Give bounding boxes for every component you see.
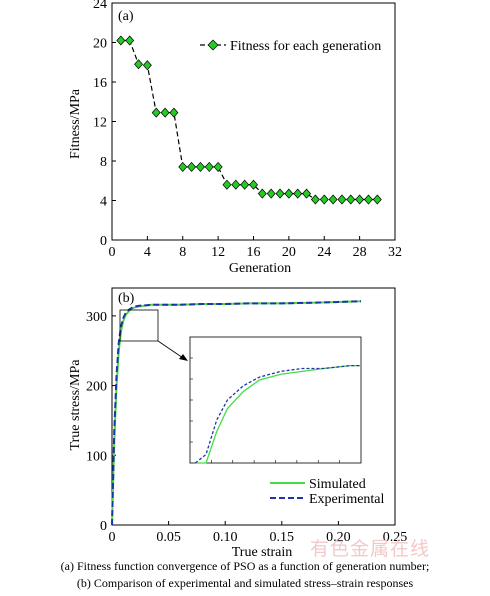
chart-a-point [257,188,267,199]
chart-b-x-tick-label: 0 [109,530,116,545]
chart-a-x-tick-label: 20 [282,245,296,260]
chart-a-x-tick-label: 0 [109,245,116,260]
chart-a-y-tick-label: 20 [93,37,107,52]
chart-b-x-tick-label: 0.20 [326,530,351,545]
chart-a-point [195,161,205,172]
chart-b-inset-line-experimental [194,364,361,464]
chart-a-series [116,35,382,205]
caption-line-1: (a) Fitness function convergence of PSO … [60,559,430,573]
chart-a-point [160,107,170,118]
chart-a-point [319,194,329,205]
chart-a-point [355,194,365,205]
chart-b-inset-series [194,364,361,464]
chart-a-point [337,194,347,205]
chart-a-y-tick-label: 16 [93,76,107,91]
chart-a-series-line [120,39,378,201]
chart-b-x-tick-label: 0.10 [213,530,238,545]
chart-a-x-tick-label: 16 [247,245,261,260]
chart-a-point [275,188,285,199]
chart-b-inset-frame [189,336,362,464]
chart-a-legend: Fitness for each generation [200,39,381,54]
chart-a-point [249,179,258,190]
chart-a-point [204,161,214,172]
chart-a: (a) 0 4 8 12 16 20 24 0 4 8 12 16 20 24 28 32 Fitness … [68,0,402,276]
chart-a-y-tick-label: 8 [100,155,107,170]
chart-a-point [266,188,276,199]
figure-caption: (a) Fitness function convergence of PSO … [0,558,490,592]
chart-b-x-tick-label: 0.05 [156,530,181,545]
chart-a-legend-label: Fitness for each generation [230,39,381,54]
chart-a-panel-label: (a) [118,9,134,24]
chart-b-y-tick-label: 100 [86,449,107,464]
chart-a-point [116,35,126,46]
chart-a-point [240,179,250,190]
chart-b-legend-label-simulated: Simulated [309,477,366,492]
chart-b-zoom-arrowhead [179,354,188,361]
chart-a-y-label: Fitness/MPa [68,88,83,159]
chart-a-point [142,60,152,71]
chart-a-point [293,188,303,199]
chart-a-y-tick-label: 12 [93,116,107,131]
chart-b-inset [189,336,362,464]
chart-b-inset-ticks [190,357,340,463]
chart-a-x-tick-label: 12 [211,245,225,260]
chart-a-x-axis: 0 4 8 12 16 20 24 28 32 [109,236,402,260]
chart-a-point [125,35,135,46]
chart-b-x-tick-label: 0.25 [383,530,408,545]
chart-a-x-tick-label: 24 [317,245,331,260]
chart-b-x-tick-label: 0.15 [270,530,295,545]
chart-b-frame [111,287,396,526]
caption-line-2: (b) Comparison of experimental and simul… [76,576,414,590]
chart-b-y-label: True stress/MPa [68,359,83,451]
chart-a-x-label: Generation [229,261,291,276]
chart-a-point [222,179,232,190]
chart-b-legend-label-experimental: Experimental [309,492,385,507]
chart-b-zoom-box [119,309,159,342]
chart-a-point [372,194,382,205]
chart-b-y-tick-label: 200 [86,380,107,395]
chart-a-point [346,194,356,205]
chart-a-y-axis: 0 4 8 12 16 20 24 [93,0,116,249]
chart-b-y-tick-label: 300 [86,310,107,325]
chart-a-point [134,59,143,70]
chart-b-x-axis: 0 0.05 0.10 0.15 0.20 0.25 [109,521,408,545]
chart-a-x-tick-label: 32 [388,245,402,260]
chart-a-point [151,107,161,118]
chart-b: (b) 0 100 200 300 0 0.05 0.10 0.15 0.20 0.25 Sim… [68,287,408,560]
chart-a-x-tick-label: 4 [144,245,151,260]
chart-a-point [328,194,338,205]
chart-a-point [302,188,312,199]
chart-b-y-tick-label: 0 [100,519,107,534]
chart-a-legend-marker [207,39,219,51]
chart-a-y-tick-label: 4 [100,195,107,210]
chart-a-x-tick-label: 28 [353,245,367,260]
chart-a-y-tick-label: 0 [100,234,107,249]
chart-a-point [231,179,241,190]
chart-a-point [187,161,197,172]
chart-a-y-tick-label: 24 [93,0,107,12]
chart-b-legend: Simulated Experimental [270,477,385,507]
chart-a-point [213,161,223,172]
chart-a-point [178,161,188,172]
chart-a-x-tick-label: 8 [179,245,186,260]
chart-a-point [284,188,294,199]
chart-b-x-label: True strain [232,545,293,560]
chart-b-panel-label: (b) [118,291,135,306]
chart-a-point [310,194,320,205]
chart-a-point [364,194,373,205]
chart-a-point [169,107,179,118]
